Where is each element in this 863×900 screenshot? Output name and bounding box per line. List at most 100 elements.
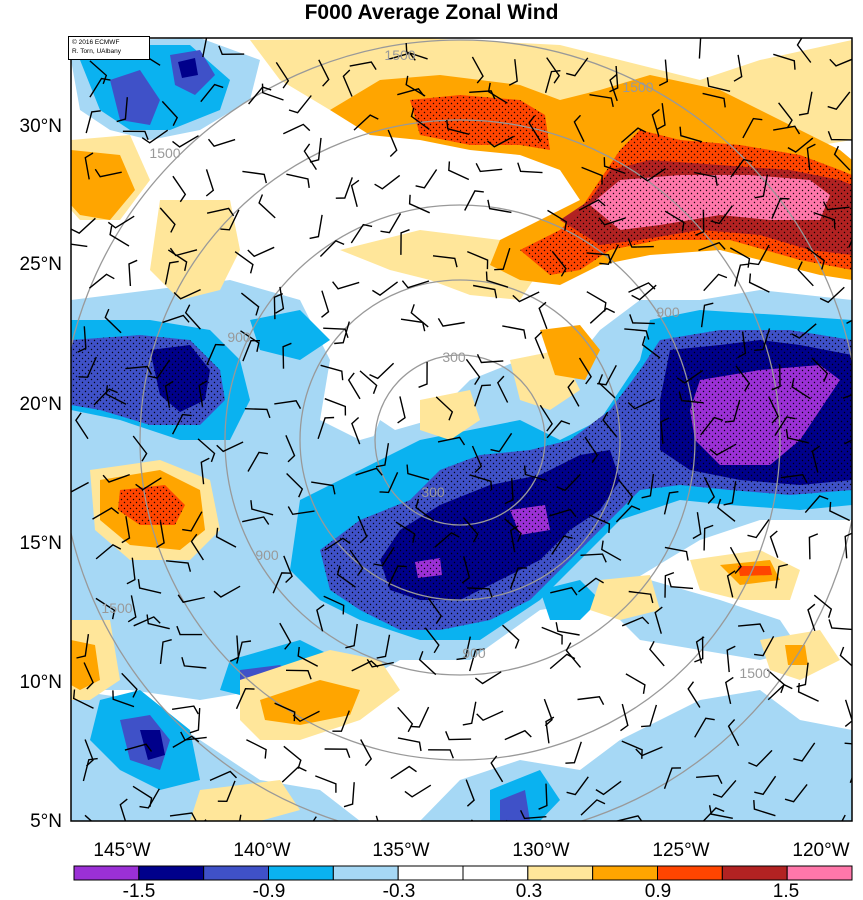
wind-barb [84,814,93,821]
wind-barb [663,767,682,790]
wind-barb [565,642,582,668]
wind-barb [549,508,577,518]
wind-barb [727,719,740,747]
wind-barb [538,301,548,330]
wind-barb [345,623,358,649]
wind-barb [502,325,527,339]
wind-barb [124,743,153,752]
wind-barb [121,516,131,544]
wind-barb [141,129,169,144]
wind-barb [274,702,296,722]
wind-barb [405,75,426,97]
colorbar-label: 1.5 [773,881,799,900]
wind-barb [405,42,428,60]
wind-barb [851,366,852,369]
wind-barb [844,699,852,727]
colorbar-label: -0.9 [253,881,286,900]
colorbar-swatch [786,865,853,881]
longitude-axis: 145°W 140°W 135°W 130°W 125°W 120°W [93,840,849,861]
range-ring-label: 1500 [384,47,415,63]
wind-barb [324,398,347,416]
wind-barb [176,625,203,636]
wind-barb [504,518,522,543]
wind-barb [317,416,335,440]
wind-barb [247,451,269,472]
wind-barb [543,698,553,727]
wind-barb [132,435,148,462]
wind-barb [162,314,190,324]
wind-barb [573,114,585,143]
wind-barb [121,672,138,698]
wind-barb [773,53,796,70]
wind-barb [589,94,614,108]
wind-barb [197,438,216,463]
wind-barb [534,331,545,359]
wind-barb [844,439,852,445]
lat-tick-label: 15°N [20,533,62,554]
wind-barb [667,577,694,590]
wind-barb [627,238,654,248]
wind-barb [641,704,658,728]
wind-barb [246,739,267,759]
wind-barb [164,380,174,408]
wind-barb [738,623,765,633]
wind-barb [374,174,401,190]
wind-barb [508,59,518,86]
wind-barb [775,563,788,589]
lon-tick-label: 145°W [93,840,150,861]
wind-barb [72,689,94,709]
wind-barb [342,69,353,97]
wind-barb [172,135,199,148]
wind-barb [664,571,675,598]
wind-barb [95,597,116,620]
wind-barb [700,302,714,328]
wind-barb [315,775,337,793]
wind-barb [496,375,509,403]
wind-barb [116,97,128,123]
wind-barb [288,95,312,114]
wind-barb [639,167,666,182]
wind-barb [84,739,94,767]
wind-barb [435,396,454,421]
wind-barb [641,336,661,359]
wind-barb [332,710,350,732]
wind-barb [649,640,665,667]
wind-barb [469,474,493,491]
wind-barb [161,100,179,127]
wind-barb [598,374,616,399]
wind-barb [725,676,734,705]
wind-barb [93,388,118,406]
wind-barb [366,659,394,668]
wind-barb [406,464,430,481]
wind-barb [89,77,111,98]
lat-tick-label: 5°N [30,811,62,832]
wind-barb [351,660,379,672]
wind-barb [538,783,548,810]
wind-barb [808,533,819,560]
wind-barb [324,748,351,758]
wind-barb [702,807,725,821]
wind-barb [528,115,542,142]
wind-barb [754,174,769,199]
wind-barb [273,293,283,320]
wind-barb [258,194,276,219]
wind-barb [359,370,378,395]
wind-barb [400,229,410,255]
wind-barb [182,511,203,532]
range-ring-label: 1500 [101,600,132,616]
wind-barb [137,578,162,594]
wind-barb [247,246,275,258]
wind-barb [424,627,440,654]
colorbar-swatch [268,865,334,881]
wind-barb [242,340,260,362]
wind-barb [242,516,270,525]
wind-barb [282,342,292,369]
wind-barb [156,521,165,549]
wind-barb [84,152,94,180]
wind-barb [375,815,379,821]
wind-barb [791,323,817,339]
wind-barb [380,213,402,234]
wind-barb [285,435,296,463]
wind-barb [733,54,743,82]
